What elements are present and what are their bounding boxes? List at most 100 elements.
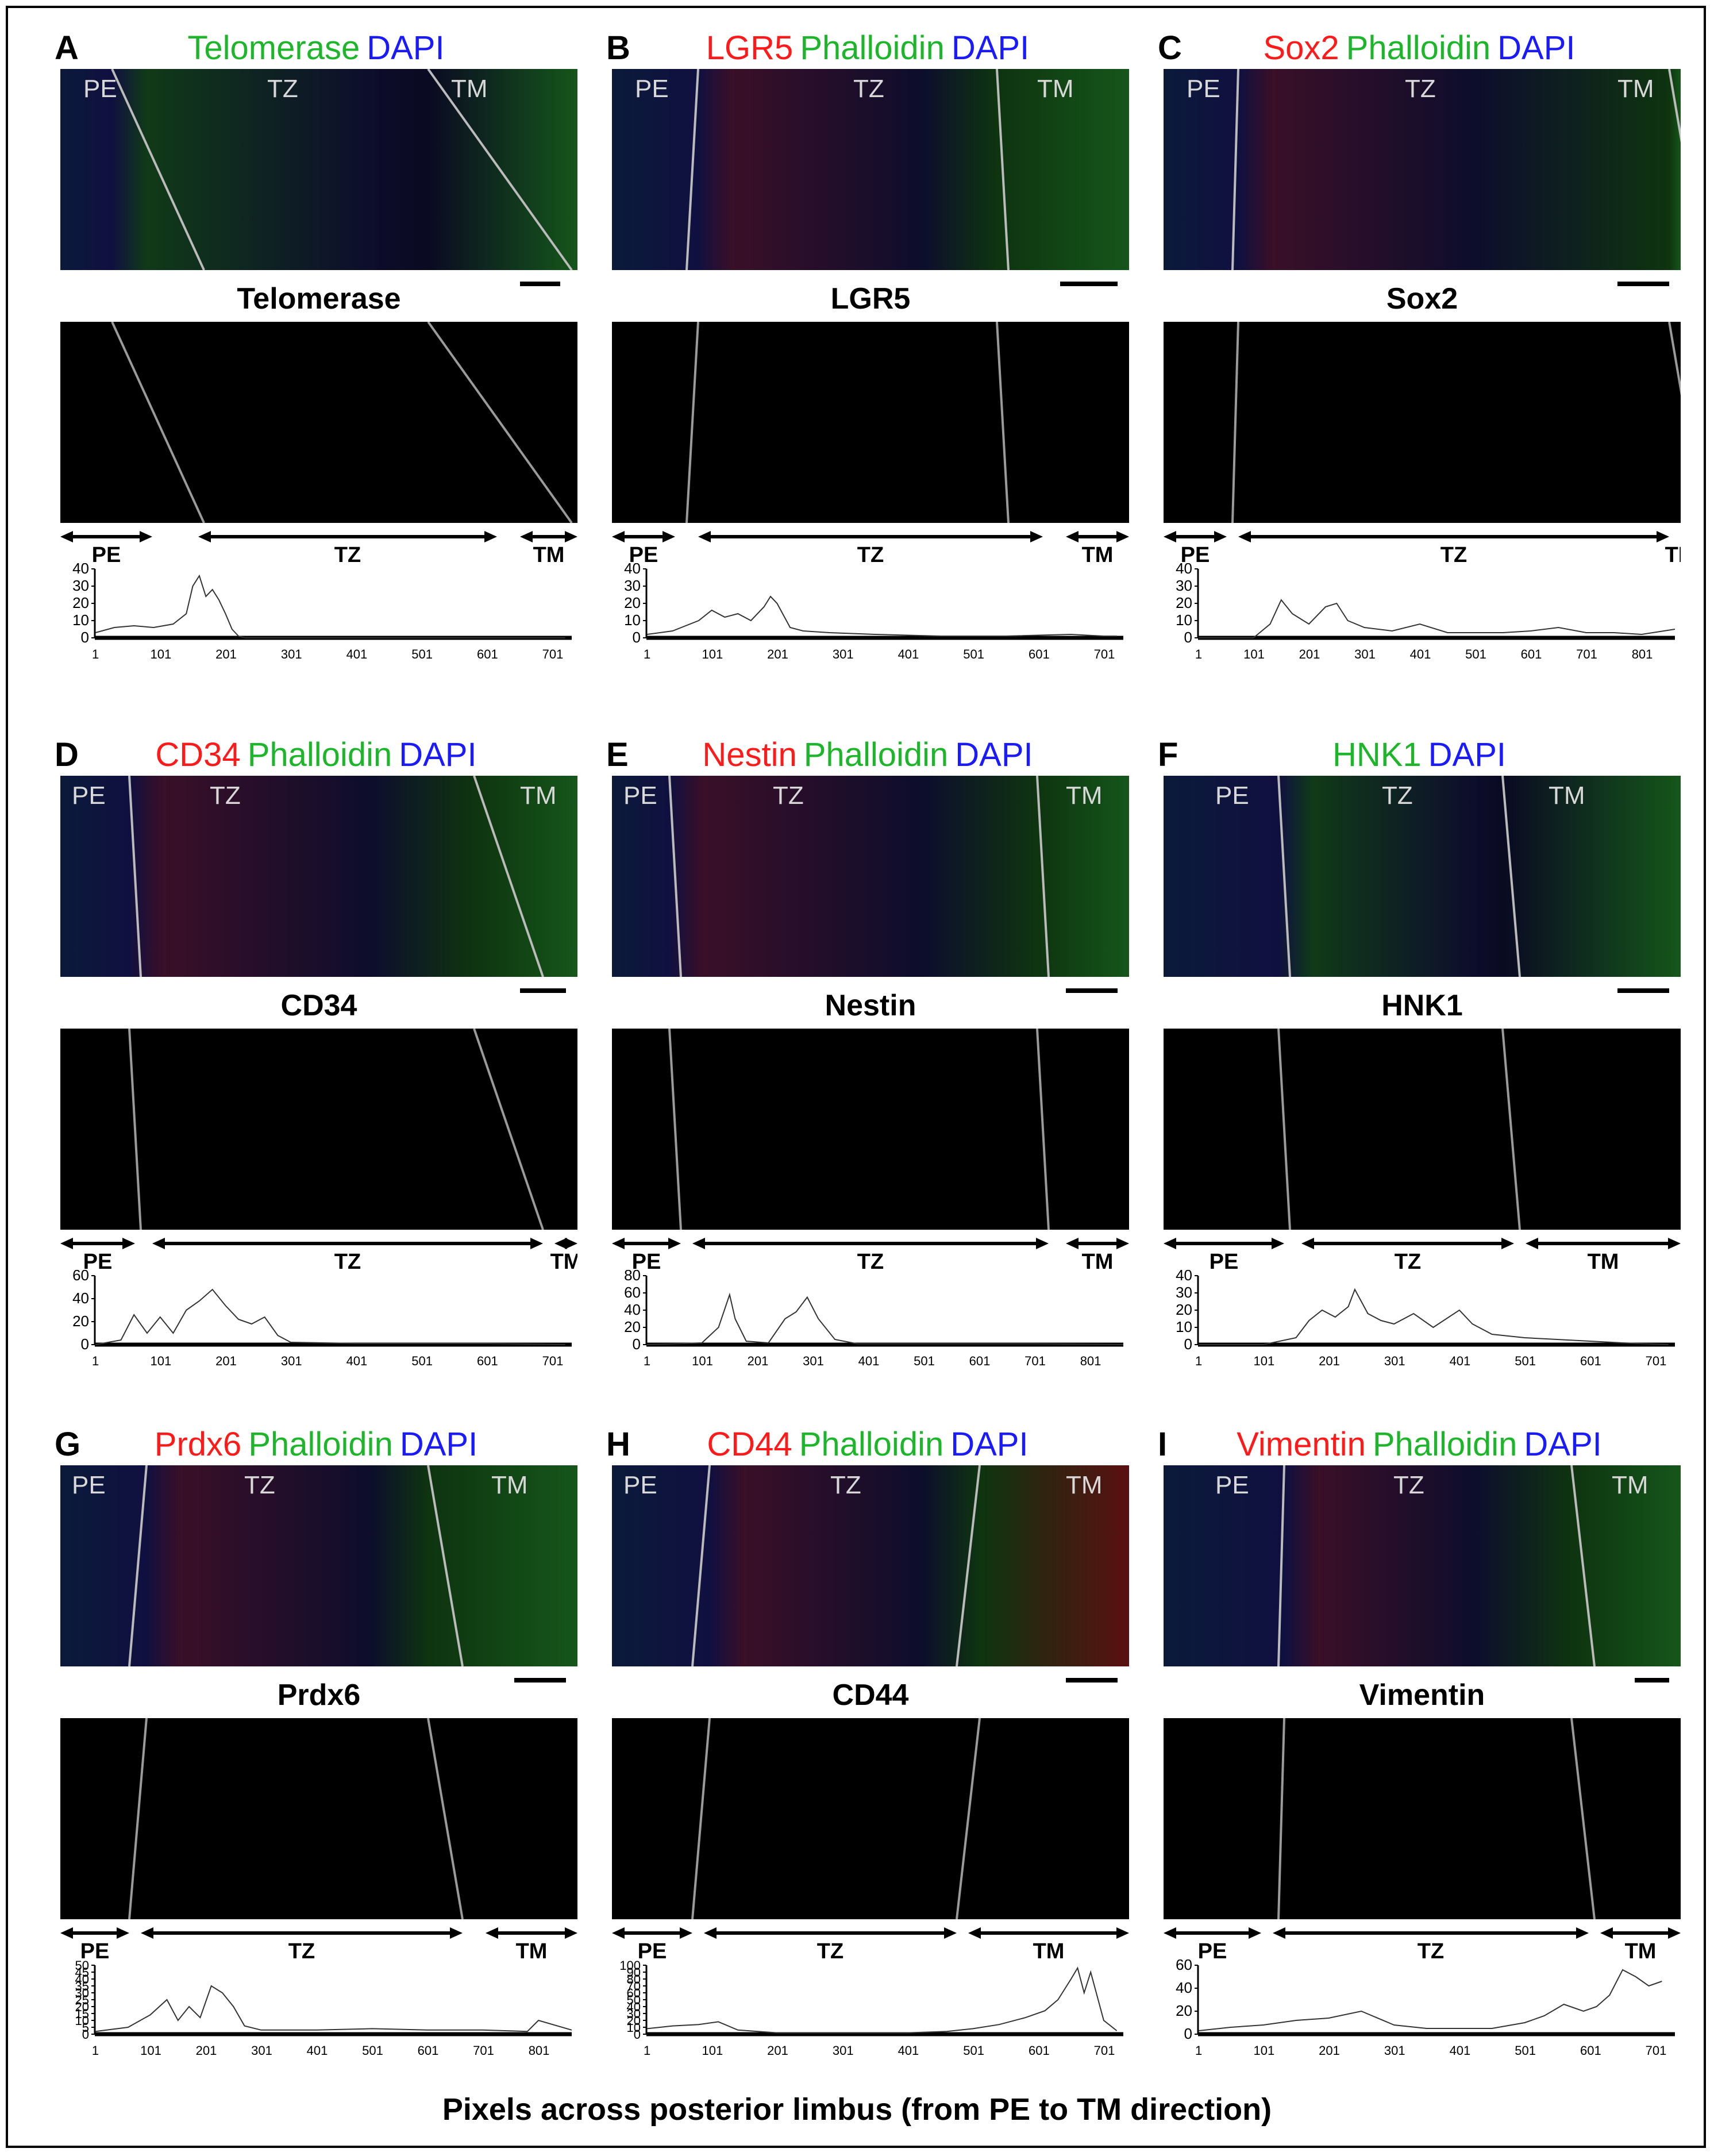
y-tick-label: 40 — [624, 563, 641, 577]
stain-label-cd44: CD44 — [707, 1426, 792, 1463]
y-tick-label: 40 — [72, 563, 89, 577]
y-tick-label: 10 — [75, 2013, 89, 2028]
x-tick-label: 601 — [969, 1354, 991, 1368]
stain-label-prdx6: Prdx6 — [154, 1426, 242, 1463]
x-tick-label: 401 — [307, 2043, 328, 2057]
arrow-label-pe: PE — [629, 543, 658, 567]
panel-letter: H — [606, 1426, 630, 1463]
y-tick-label: 80 — [624, 1270, 641, 1284]
region-label-tm: TM — [1066, 1471, 1103, 1499]
region-arrows: PE TZ TM — [1164, 531, 1681, 567]
y-tick-label: 30 — [72, 577, 89, 594]
x-tick-label: 301 — [281, 647, 302, 661]
panel-letter: B — [606, 29, 630, 67]
y-tick-label: 30 — [624, 577, 641, 594]
panel-c: CSox2PhalloidinDAPIPETZTMSox2PETZTM01020… — [1158, 29, 1681, 661]
y-tick-label: 10 — [1176, 1318, 1192, 1335]
panel-letter: I — [1158, 1426, 1168, 1463]
arrow-pe: PE — [612, 1238, 681, 1274]
x-tick-label: 101 — [702, 647, 723, 661]
arrow-tz: TZ — [141, 1927, 463, 1964]
stain-legend: LGR5 Phalloidin DAPI — [606, 29, 1129, 67]
region-arrows: PE TZ TM — [612, 531, 1129, 567]
x-tick-label: 501 — [963, 647, 984, 661]
arrow-tm: TM — [520, 531, 577, 567]
region-label-pe: PE — [1215, 781, 1249, 810]
stain-legend: Vimentin Phalloidin DAPI — [1158, 1425, 1681, 1464]
y-tick-label: 0 — [1184, 1335, 1192, 1353]
arrow-label-tz: TZ — [1418, 1939, 1444, 1964]
arrow-label-tm: TM — [1588, 1250, 1619, 1274]
region-label-pe: PE — [72, 781, 106, 810]
stain-label-phalloidin: Phalloidin — [248, 1426, 393, 1463]
x-tick-label: 701 — [542, 1354, 564, 1368]
grayscale-micrograph — [612, 1718, 1129, 1919]
stain-label-cd34: CD34 — [155, 736, 241, 773]
y-tick-label: 30 — [627, 2007, 641, 2021]
x-tick-label: 101 — [150, 1354, 171, 1368]
x-tick-label: 601 — [1580, 2043, 1601, 2057]
arrow-label-pe: PE — [83, 1250, 113, 1274]
stain-label-dapi: DAPI — [399, 736, 477, 773]
stain-label-vimentin: Vimentin — [1237, 1426, 1366, 1463]
y-tick-label: 90 — [627, 1965, 641, 1980]
scale-bar — [514, 1678, 566, 1683]
arrow-label-tz: TZ — [288, 1939, 315, 1964]
stain-label-phalloidin: Phalloidin — [799, 1426, 944, 1463]
stain-legend: CD34 Phalloidin DAPI — [55, 736, 577, 774]
x-tick-label: 701 — [542, 647, 564, 661]
x-tick-label: 301 — [833, 2043, 854, 2057]
x-tick-label: 201 — [767, 647, 788, 661]
x-tick-label: 401 — [346, 1354, 368, 1368]
grayscale-micrograph — [60, 1718, 577, 1919]
region-label-tm: TM — [451, 75, 488, 103]
y-tick-label: 40 — [1176, 1979, 1192, 1996]
y-tick-label: 80 — [627, 1972, 641, 1986]
y-tick-label: 40 — [1176, 563, 1192, 577]
arrow-label-tz: TZ — [1440, 543, 1467, 567]
x-tick-label: 401 — [898, 2043, 919, 2057]
y-tick-label: 20 — [1176, 1301, 1192, 1318]
grayscale-micrograph — [612, 1029, 1129, 1230]
region-label-tz: TZ — [1382, 781, 1413, 810]
y-tick-label: 35 — [75, 1979, 89, 1993]
arrow-label-tm: TM — [516, 1939, 548, 1964]
region-arrows: PE TZ TM — [612, 1927, 1129, 1964]
arrow-pe: PE — [60, 1238, 135, 1274]
x-tick-label: 101 — [1253, 2043, 1274, 2057]
stain-label-dapi: DAPI — [951, 29, 1030, 67]
x-tick-label: 1 — [92, 1354, 99, 1368]
y-tick-label: 20 — [72, 594, 89, 611]
panel-letter: E — [606, 736, 629, 773]
stain-label-nestin: Nestin — [702, 736, 797, 773]
x-tick-label: 301 — [1354, 647, 1376, 661]
x-tick-label: 201 — [215, 1354, 237, 1368]
x-tick-label: 1 — [92, 647, 99, 661]
arrow-label-tz: TZ — [334, 543, 361, 567]
grayscale-micrograph — [1164, 322, 1681, 523]
region-label-tm: TM — [1066, 781, 1103, 810]
x-tick-label: 801 — [529, 2043, 550, 2057]
y-tick-label: 30 — [1176, 1284, 1192, 1301]
x-tick-label: 301 — [251, 2043, 272, 2057]
composite-micrograph: PE TZ TM — [612, 776, 1129, 977]
x-tick-label: 101 — [1253, 1354, 1274, 1368]
arrow-tz: TZ — [1238, 531, 1669, 567]
region-label-tz: TZ — [1405, 75, 1436, 103]
y-tick-label: 15 — [75, 2007, 89, 2021]
grayscale-micrograph — [1164, 1029, 1681, 1230]
x-tick-label: 501 — [1465, 647, 1486, 661]
x-tick-label: 1 — [644, 647, 650, 661]
stain-label-hnk1: HNK1 — [1332, 736, 1422, 773]
panel-letter: F — [1158, 736, 1178, 773]
stain-label-phalloidin: Phalloidin — [247, 736, 392, 773]
y-tick-label: 0 — [81, 629, 89, 646]
arrow-pe: PE — [1164, 1238, 1284, 1274]
x-tick-label: 301 — [803, 1354, 824, 1368]
intensity-line — [95, 1288, 565, 1345]
region-label-pe: PE — [623, 1471, 657, 1499]
panel-g: G Prdx6 Phalloidin DAPI PE TZ TM Prdx6 PE TZ TM 0 5 1… — [55, 1425, 577, 2057]
